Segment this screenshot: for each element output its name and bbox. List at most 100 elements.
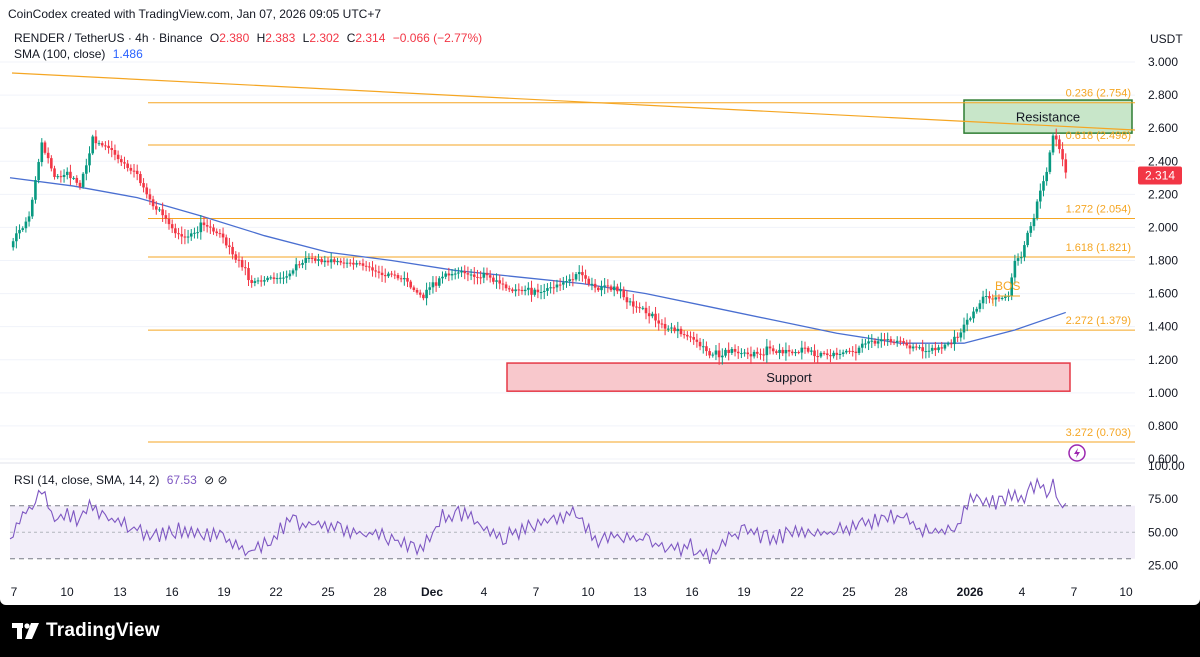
candle [463,265,467,280]
rsi-tick-label: 25.00 [1148,558,1178,572]
candle [479,270,482,285]
candle [708,348,711,359]
candle [472,267,476,285]
candle [199,215,203,240]
chart-area[interactable]: Resistance Support 0.236 (2.754) 0.618 (2.… [0,0,1200,605]
candle [313,255,317,264]
candle [1054,128,1058,147]
time-tick-label: 28 [373,585,387,599]
candle [597,285,600,292]
candle [247,262,250,286]
candle [771,345,775,355]
candle [409,279,412,290]
candle [749,346,753,364]
candle [466,266,470,282]
candle [320,256,323,265]
candle [50,155,53,172]
candle [880,332,883,348]
time-tick-label: 19 [737,585,751,599]
support-label: Support [766,370,812,385]
price-tick-label: 1.600 [1148,287,1178,301]
candle [927,344,931,358]
candle [501,277,505,291]
candle [978,299,982,313]
candle [943,342,947,351]
candle [154,201,158,215]
high-label: H [256,31,266,45]
lightning-icon[interactable] [1068,444,1086,462]
candle [266,275,269,283]
candle [542,283,546,300]
candle [453,268,457,280]
candle [860,338,864,353]
candle [593,279,597,293]
low-value: 2.302 [309,31,340,45]
candle [368,262,371,272]
price-series-layer [11,128,1068,365]
time-tick-label: 16 [165,585,179,599]
candle [536,283,540,299]
candle [406,272,409,288]
candle [364,261,368,272]
time-tick-label: 25 [321,585,335,599]
candle [256,277,260,285]
candle [269,275,273,280]
candle [304,251,308,270]
candle [1064,153,1068,179]
candle [899,336,902,346]
candle [113,144,117,161]
candle [546,283,549,296]
symbol-legend[interactable]: RENDER / TetherUS · 4h · Binance O2.380 … [14,31,482,45]
candle [218,228,222,238]
candle [170,219,174,234]
candle [746,347,750,359]
candle [835,347,839,360]
candle [1023,241,1026,262]
rsi-legend[interactable]: RSI (14, close, SMA, 14, 2) 67.53 ⊘ ⊘ [14,473,228,487]
candle [441,271,444,284]
candle [69,164,72,186]
candle [997,294,1001,302]
time-tick-label: 22 [790,585,804,599]
price-axis[interactable]: 3.000 2.800 2.600 2.400 2.200 2.000 1.800 1.600… [1148,55,1178,466]
chart-canvas[interactable]: Resistance Support 0.236 (2.754) 0.618 (2.… [0,0,1200,605]
candle [425,282,428,306]
candle [158,207,161,212]
candle [1045,167,1048,186]
time-tick-label: 7 [1071,585,1078,599]
resistance-zone[interactable] [963,99,1133,134]
time-tick-label: 13 [113,585,127,599]
support-zone[interactable] [506,362,1071,392]
candle [845,348,848,355]
time-axis[interactable]: 7 10 13 16 19 22 25 28 Dec 4 7 10 13 16 19 22 25 28 2026 4 7… [11,585,1133,599]
candle [1016,253,1020,266]
candle [682,330,686,339]
tradingview-logo[interactable]: TradingView [12,620,160,642]
sma-layer [9,177,1066,344]
candle [56,173,59,180]
candle [393,270,397,280]
candle [498,274,502,290]
candle [100,141,104,148]
candle [765,338,769,363]
high-value: 2.383 [265,31,296,45]
candle [1004,293,1007,301]
sma-value: 1.486 [112,47,143,61]
candle [116,150,120,164]
rsi-hidden-icons[interactable]: ⊘ ⊘ [204,473,228,487]
rsi-tick-label: 50.00 [1148,525,1178,539]
candle [183,229,187,245]
sma-line [9,177,1066,344]
candle [193,227,196,239]
candle [870,334,874,348]
candle [851,346,854,357]
candle [565,275,568,288]
candle [59,170,63,183]
sma-legend[interactable]: SMA (100, close) 1.486 [14,47,143,61]
candle [167,213,171,230]
candle [380,265,384,282]
candle [962,317,966,340]
candle [806,346,810,354]
candle [603,278,606,295]
open-value: 2.380 [219,31,250,45]
